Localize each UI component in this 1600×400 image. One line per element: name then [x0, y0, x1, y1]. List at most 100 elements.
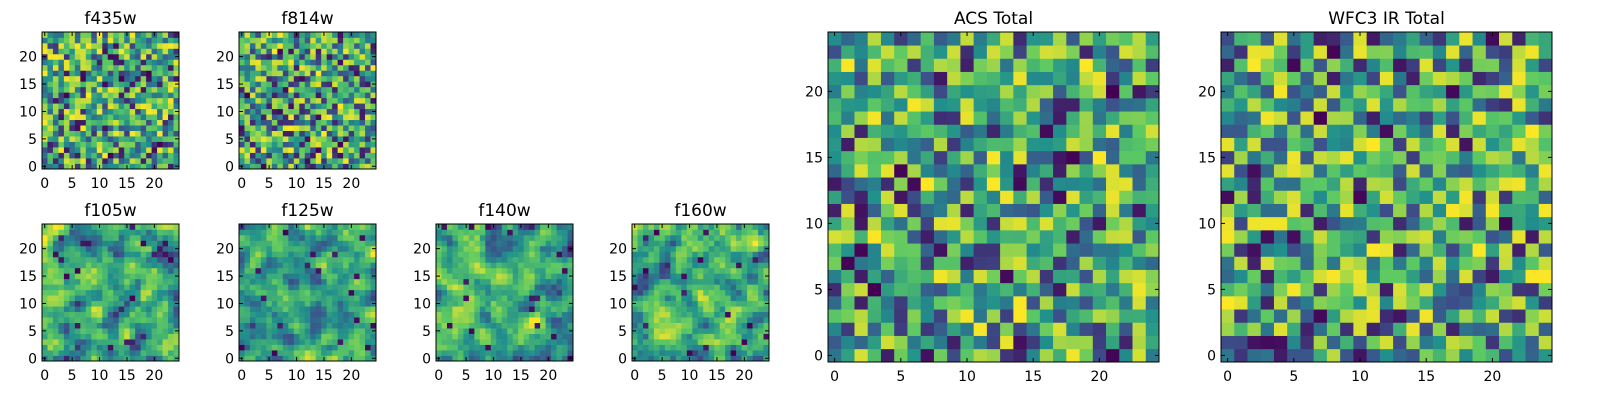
heatmap-cell	[1000, 243, 1014, 257]
heatmap-cell	[52, 234, 59, 241]
heatmap-cell	[293, 48, 300, 55]
heatmap-cell	[841, 243, 855, 257]
heatmap-cell	[1013, 84, 1027, 99]
heatmap-cell	[545, 317, 552, 323]
heatmap-cell	[1106, 150, 1120, 165]
heatmap-cell	[763, 289, 770, 296]
heatmap-cell	[52, 322, 59, 329]
heatmap-cell	[686, 278, 693, 285]
heatmap-cell	[1499, 230, 1513, 244]
heatmap-cell	[1247, 282, 1262, 297]
heatmap-cell	[747, 229, 753, 236]
heatmap-cell	[1432, 164, 1447, 178]
heatmap-cell	[708, 311, 715, 318]
heatmap-cell	[1419, 177, 1434, 191]
heatmap-cell	[135, 229, 141, 236]
heatmap-cell	[463, 339, 470, 345]
heatmap-cell	[85, 48, 92, 55]
heatmap-cell	[52, 59, 59, 66]
heatmap-cell	[239, 311, 245, 318]
heatmap-cell	[1145, 71, 1160, 86]
heatmap-cell	[441, 245, 448, 252]
heatmap-cell	[562, 262, 568, 269]
heatmap-cell	[299, 147, 306, 153]
heatmap-cell	[529, 295, 535, 302]
heatmap-cell	[1432, 190, 1447, 204]
heatmap-cell	[1079, 98, 1094, 112]
heatmap-cell	[1472, 164, 1487, 178]
heatmap-cell	[96, 70, 103, 77]
heatmap-cell	[129, 224, 136, 230]
heatmap-cell	[69, 70, 76, 77]
heatmap-cell	[1326, 256, 1341, 270]
heatmap-cell	[157, 256, 163, 263]
heatmap-cell	[326, 355, 333, 362]
heatmap-cell	[556, 322, 563, 329]
heatmap-cell	[436, 350, 442, 356]
heatmap-cell	[157, 125, 163, 131]
heatmap-cell	[69, 256, 76, 263]
heatmap-cell	[370, 114, 377, 121]
heatmap-cell	[113, 262, 120, 269]
heatmap-cell	[113, 114, 120, 121]
heatmap-cell	[365, 317, 371, 323]
heatmap-cell	[69, 81, 76, 88]
heatmap-cell	[282, 59, 289, 66]
heatmap-cell	[1145, 150, 1160, 165]
heatmap-cell	[151, 92, 158, 99]
heatmap-cell	[490, 306, 497, 313]
heatmap-cell	[249, 273, 256, 280]
heatmap-cell	[282, 339, 289, 345]
heatmap-cell	[446, 262, 453, 269]
heatmap-cell	[140, 119, 147, 126]
heatmap-cell	[266, 59, 273, 66]
heatmap-cell	[260, 97, 267, 104]
heatmap-cell	[1406, 269, 1420, 284]
heatmap-cell	[752, 328, 759, 334]
heatmap-cell	[370, 284, 377, 291]
heatmap-cell	[326, 284, 333, 291]
heatmap-cell	[162, 256, 169, 263]
heatmap-cell	[365, 158, 371, 164]
heatmap-cell	[446, 245, 453, 252]
heatmap-cell	[129, 339, 136, 345]
heatmap-cell	[719, 333, 726, 340]
heatmap-cell	[266, 322, 273, 329]
heatmap-cell	[135, 251, 141, 258]
heatmap-cell	[47, 114, 54, 121]
heatmap-cell	[359, 163, 366, 170]
heatmap-cell	[1013, 32, 1027, 46]
heatmap-cell	[80, 32, 87, 38]
heatmap-cell	[880, 348, 895, 363]
heatmap-cell	[637, 251, 644, 258]
heatmap-cell	[653, 333, 660, 340]
heatmap-cell	[947, 282, 961, 297]
heatmap-cell	[1000, 309, 1014, 323]
heatmap-cell	[894, 124, 908, 138]
heatmap-cell	[664, 245, 671, 252]
heatmap-cell	[1053, 230, 1067, 244]
heatmap-cell	[692, 306, 699, 313]
heatmap-cell	[1379, 269, 1394, 284]
heatmap-cell	[457, 229, 464, 236]
heatmap-cell	[310, 81, 317, 88]
heatmap-cell	[703, 240, 710, 247]
heatmap-cell	[1066, 348, 1080, 363]
heatmap-cell	[42, 92, 48, 99]
heatmap-cell	[118, 136, 125, 142]
heatmap-cell	[828, 111, 842, 125]
heatmap-cell	[52, 86, 59, 93]
heatmap-cell	[854, 203, 869, 218]
heatmap-cell	[129, 333, 136, 340]
heatmap-cell	[1512, 203, 1526, 218]
heatmap-cell	[293, 289, 300, 296]
heatmap-cell	[1499, 216, 1513, 231]
heatmap-cell	[118, 311, 125, 318]
heatmap-cell	[107, 317, 114, 323]
heatmap-cell	[1353, 335, 1367, 350]
heatmap-cell	[249, 125, 256, 131]
heatmap-cell	[58, 136, 65, 142]
heatmap-cell	[91, 136, 98, 142]
heatmap-cell	[1512, 177, 1526, 191]
heatmap-cell	[370, 130, 377, 137]
